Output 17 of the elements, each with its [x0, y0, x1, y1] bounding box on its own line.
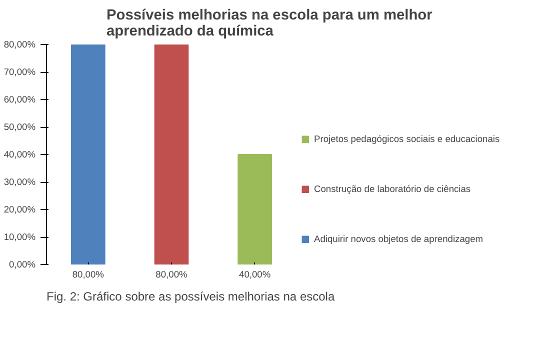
- y-tick-label: 40,00%: [4, 150, 36, 160]
- chart-title: Possíveis melhorias na escola para um melhor aprendizado da química: [106, 8, 433, 40]
- x-tick-label: 80,00%: [156, 270, 188, 280]
- legend-label: Adiquirir novos objetos de aprendizagem: [314, 234, 484, 244]
- legend-label: Construção de laboratório de ciências: [314, 184, 471, 194]
- y-tick-label: 30,00%: [4, 177, 36, 187]
- y-tick-label: 50,00%: [4, 122, 36, 132]
- x-tick-label: 80,00%: [72, 270, 104, 280]
- legend-label: Projetos pedagógicos sociais e educacionais: [314, 134, 500, 144]
- caption: Fig. 2: Gráfico sobre as possíveis melhorias na escola: [46, 290, 335, 304]
- y-tick-label: 70,00%: [4, 67, 36, 77]
- y-tick-label: 20,00%: [4, 204, 36, 214]
- y-tick-label: 10,00%: [4, 232, 36, 242]
- y-tick-label: 80,00%: [4, 40, 36, 50]
- y-tick-label: 60,00%: [4, 94, 36, 104]
- y-tick-label: 0,00%: [9, 260, 36, 270]
- x-tick-label: 40,00%: [239, 270, 271, 280]
